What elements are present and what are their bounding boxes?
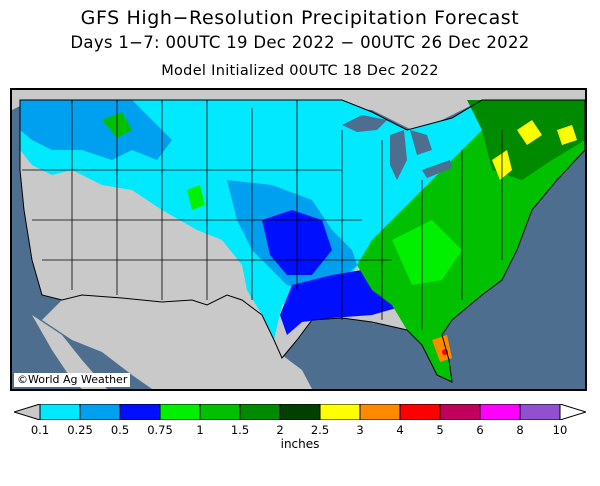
legend-tick-label: 2.5 [310, 423, 330, 437]
legend-swatch [439, 404, 481, 420]
legend-swatch [159, 404, 201, 420]
precip-3-maine [517, 120, 542, 145]
legend-swatch [39, 404, 81, 420]
legend-tick-label: 0.1 [30, 423, 50, 437]
precip-3-coast [557, 125, 577, 145]
map-credit: ©World Ag Weather [14, 373, 131, 387]
legend-swatch [239, 404, 281, 420]
legend-swatch [479, 404, 521, 420]
precip-1-colorado [187, 185, 205, 210]
legend-swatch [79, 404, 121, 420]
precip-0.25-northwest [20, 100, 172, 160]
legend-tick-label: 0.25 [67, 423, 93, 437]
chart-title: GFS High−Resolution Precipitation Foreca… [80, 7, 520, 29]
legend-tick-label: 6 [476, 423, 484, 437]
legend-ticks: 0.1 0.25 0.5 0.75 1 1.5 2 2.5 3 4 5 6 8 10 [0, 423, 600, 439]
legend-tick-label: 1.5 [230, 423, 250, 437]
legend-swatch-below [14, 404, 41, 420]
legend-tick-label: 3 [356, 423, 364, 437]
legend-units: inches [280, 437, 320, 451]
legend-swatch [519, 404, 561, 420]
legend-tick-label: 1 [196, 423, 204, 437]
legend-tick-label: 5 [436, 423, 444, 437]
legend-swatch [359, 404, 401, 420]
legend-tick-label: 10 [552, 423, 568, 437]
forecast-period: Days 1−7: 00UTC 19 Dec 2022 − 00UTC 26 D… [70, 33, 530, 52]
legend-tick-label: 0.5 [110, 423, 130, 437]
legend-tick-label: 4 [396, 423, 404, 437]
baja-california [32, 315, 107, 389]
legend-tick-label: 0.75 [147, 423, 173, 437]
lake-superior [342, 115, 387, 132]
legend-swatch [319, 404, 361, 420]
lake-michigan [390, 130, 407, 180]
legend-swatch-above [559, 404, 586, 420]
precipitation-map: ©World Ag Weather [10, 88, 587, 391]
legend-swatch [279, 404, 321, 420]
legend-swatch [199, 404, 241, 420]
precip-4-florida [432, 335, 452, 362]
map-canvas [12, 90, 585, 389]
precip-1-appalachian [392, 220, 462, 285]
legend-swatch [399, 404, 441, 420]
model-init-time: Model Initialized 00UTC 18 Dec 2022 [161, 63, 439, 79]
legend-swatch [119, 404, 161, 420]
lake-erie [422, 160, 452, 178]
legend-tick-label: 8 [516, 423, 524, 437]
us-coastline [19, 99, 585, 383]
lake-huron [410, 130, 432, 155]
legend-colorbar [14, 404, 586, 420]
mexico-land [42, 295, 312, 389]
legend-tick-label: 2 [276, 423, 284, 437]
state-boundaries [22, 100, 503, 330]
